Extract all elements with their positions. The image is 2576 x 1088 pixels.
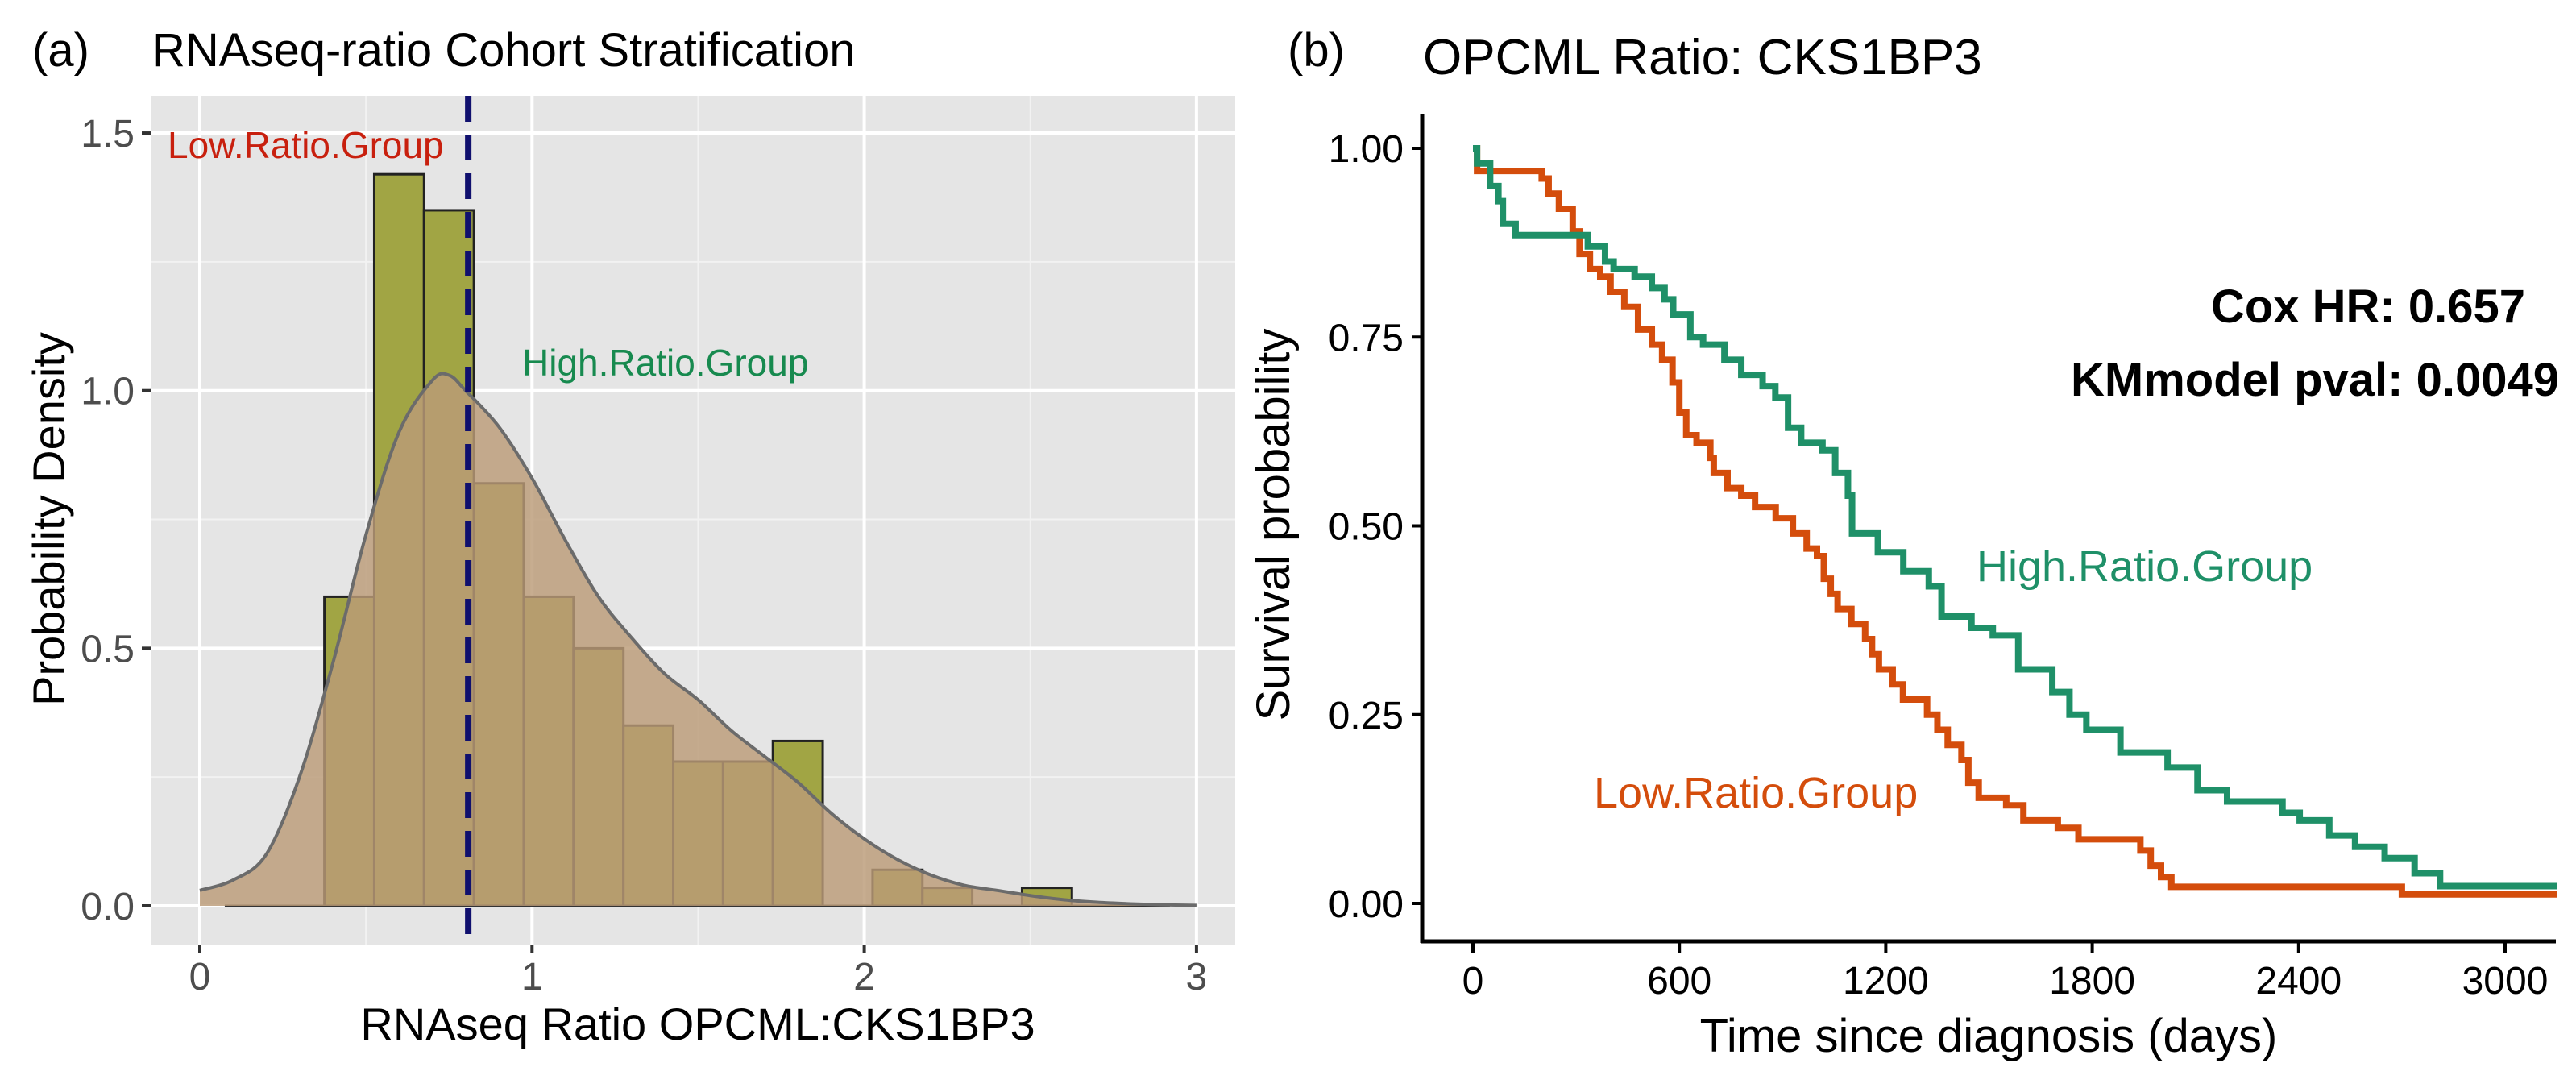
density-curve: [199, 372, 1197, 907]
x-axis-title: Time since diagnosis (days): [1700, 1010, 2278, 1062]
density-area: [200, 373, 1197, 906]
axis-ticks: 0.00 0.25 0.50 0.75 1.00 0 600 1200 1800 2400 3000: [1329, 128, 2549, 1003]
y-tick-label: 0.50: [1329, 506, 1404, 549]
x-tick-label: 1800: [2049, 960, 2135, 1003]
axis-ticks: 0.0 0.5 1.0 1.5 0 1 2 3: [81, 113, 1207, 999]
cox-hr-annotation: Cox HR: 0.657: [2211, 280, 2525, 333]
y-tick-label: 1.00: [1329, 128, 1404, 171]
panel-a-histogram: (a) RNAseq-ratio Cohort Stratification 0…: [23, 24, 1235, 1049]
x-tick-label: 0: [1462, 960, 1484, 1003]
y-tick-label: 0.75: [1329, 317, 1404, 359]
panel-b-survival: (b) OPCML Ratio: CKS1BP3 0.00 0.25 0.50 0.7…: [1247, 24, 2559, 1062]
x-tick-label: 2: [853, 956, 875, 999]
x-tick-label: 3: [1186, 956, 1208, 999]
survival-curve-high: [1473, 145, 2557, 890]
x-tick-label: 2400: [2255, 960, 2342, 1003]
panel-b-title: OPCML Ratio: CKS1BP3: [1423, 30, 1982, 85]
panel-a-title: RNAseq-ratio Cohort Stratification: [151, 24, 856, 77]
y-tick-label: 1.0: [81, 371, 135, 413]
panel-b-label: (b): [1288, 24, 1345, 77]
low-ratio-group-label: Low.Ratio.Group: [1594, 769, 1918, 817]
x-tick-label: 0: [189, 956, 211, 999]
high-ratio-group-label: High.Ratio.Group: [522, 342, 808, 384]
y-tick-label: 0.25: [1329, 695, 1404, 737]
x-tick-label: 600: [1647, 960, 1711, 1003]
y-axis-title: Probability Density: [23, 332, 74, 706]
y-tick-label: 0.00: [1329, 883, 1404, 926]
km-pval-annotation: KMmodel pval: 0.0049: [2071, 354, 2559, 406]
survival-curve-low: [1473, 145, 2557, 898]
x-tick-label: 1200: [1843, 960, 1929, 1003]
y-tick-label: 1.5: [81, 113, 135, 156]
survival-curves: [1473, 145, 2557, 898]
high-ratio-group-label: High.Ratio.Group: [1977, 542, 2313, 591]
panel-a-label: (a): [32, 24, 89, 77]
x-tick-label: 1: [521, 956, 543, 999]
y-tick-label: 0.0: [81, 886, 135, 928]
low-ratio-group-label: Low.Ratio.Group: [168, 124, 444, 166]
x-tick-label: 3000: [2462, 960, 2549, 1003]
density-line: [199, 372, 1197, 907]
y-tick-label: 0.5: [81, 628, 135, 671]
x-axis-title: RNAseq Ratio OPCML:CKS1BP3: [360, 999, 1035, 1049]
y-axis-title: Survival probability: [1247, 329, 1300, 721]
